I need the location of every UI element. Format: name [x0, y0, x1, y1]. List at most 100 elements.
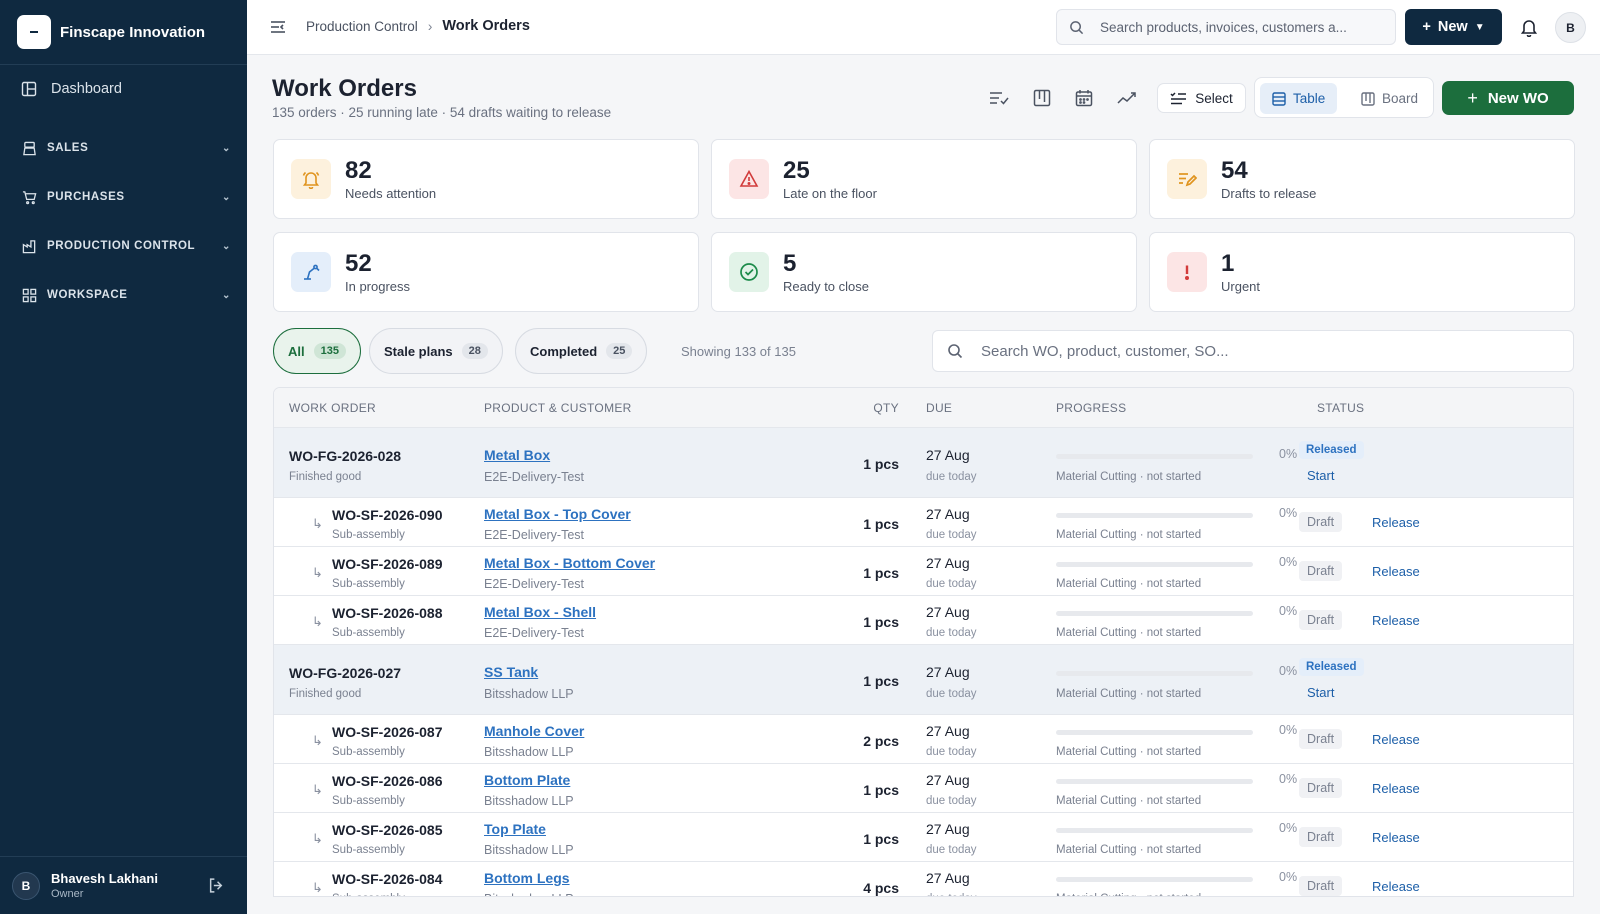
notifications-bell-icon[interactable] — [1520, 17, 1538, 42]
work-order-type: Sub-assembly — [332, 746, 405, 758]
release-action-link[interactable]: Release — [1372, 732, 1420, 747]
table-row-parent[interactable]: WO-FG-2026-027 Finished good SS Tank Bitssh… — [274, 645, 1573, 715]
progress-stage: Material Cutting · not started — [1056, 471, 1202, 483]
bell-icon — [291, 159, 331, 199]
work-order-number[interactable]: WO-SF-2026-085 — [332, 822, 443, 838]
work-order-number[interactable]: WO-SF-2026-088 — [332, 605, 443, 621]
stat-ready-to-close[interactable]: 5 Ready to close — [711, 232, 1137, 312]
chevron-down-icon: ⌄ — [222, 142, 231, 154]
breadcrumb-production-control[interactable]: Production Control — [306, 18, 418, 34]
start-action-link[interactable]: Start — [1307, 685, 1335, 700]
product-link[interactable]: Manhole Cover — [484, 723, 585, 739]
release-action-link[interactable]: Release — [1372, 781, 1420, 796]
table-row-parent[interactable]: WO-FG-2026-028 Finished good Metal Box E2E-… — [274, 428, 1573, 498]
new-button[interactable]: + New ▼ — [1405, 9, 1502, 45]
filter-chip-all[interactable]: All 135 — [273, 328, 361, 374]
new-wo-label: New WO — [1487, 89, 1549, 107]
due-note: due today — [926, 746, 977, 758]
table-row[interactable]: ↳ WO-SF-2026-089 Sub-assembly Metal Box - B… — [274, 547, 1573, 596]
table-row[interactable]: ↳ WO-SF-2026-085 Sub-assembly Top Plate Bits… — [274, 813, 1573, 862]
brand[interactable]: Finscape Innovation — [0, 0, 247, 65]
sidebar-item-dashboard[interactable]: Dashboard — [21, 81, 122, 97]
column-header-product-customer[interactable]: PRODUCT & CUSTOMER — [484, 401, 632, 415]
avatar[interactable]: B — [1555, 12, 1586, 43]
work-order-number[interactable]: WO-SF-2026-089 — [332, 556, 443, 572]
sidebar-section-sales[interactable]: SALES ⌄ — [21, 140, 231, 156]
sub-assembly-arrow-icon: ↳ — [312, 614, 323, 629]
status-badge-released: Released — [1299, 441, 1364, 459]
global-search-input[interactable]: Search products, invoices, customers a..… — [1056, 9, 1396, 45]
table-row[interactable]: ↳ WO-SF-2026-088 Sub-assembly Metal Box - S… — [274, 596, 1573, 645]
product-link[interactable]: SS Tank — [484, 664, 539, 680]
user-avatar: B — [12, 871, 40, 900]
sort-list-icon[interactable] — [988, 87, 1010, 109]
trend-icon[interactable] — [1116, 87, 1138, 109]
column-header-progress[interactable]: PROGRESS — [1056, 401, 1127, 415]
chip-label: All — [288, 343, 305, 359]
stat-drafts-to-release[interactable]: 54 Drafts to release — [1149, 139, 1575, 219]
product-link[interactable]: Metal Box - Bottom Cover — [484, 555, 656, 571]
work-order-number[interactable]: WO-SF-2026-084 — [332, 871, 443, 887]
customer-name: E2E-Delivery-Test — [484, 577, 585, 591]
customer-name: Bitsshadow LLP — [484, 892, 574, 896]
product-link[interactable]: Metal Box - Top Cover — [484, 506, 631, 522]
work-order-number[interactable]: WO-SF-2026-086 — [332, 773, 443, 789]
filter-chip-completed[interactable]: Completed 25 — [515, 328, 648, 374]
table-row[interactable]: ↳ WO-SF-2026-087 Sub-assembly Manhole Cover… — [274, 715, 1573, 764]
release-action-link[interactable]: Release — [1372, 515, 1420, 530]
column-header-status[interactable]: STATUS — [1317, 401, 1365, 415]
filter-chip-stale-plans[interactable]: Stale plans 28 — [369, 328, 503, 374]
user-profile[interactable]: B Bhavesh Lakhani Owner — [0, 856, 247, 914]
sidebar-section-production-control[interactable]: PRODUCTION CONTROL ⌄ — [21, 238, 231, 254]
stat-needs-attention[interactable]: 82 Needs attention — [273, 139, 699, 219]
product-link[interactable]: Metal Box - Shell — [484, 604, 597, 620]
table-header: WORK ORDER PRODUCT & CUSTOMER QTY DUE PR… — [274, 388, 1573, 428]
column-header-due[interactable]: DUE — [926, 401, 953, 415]
sidebar-item-label: Dashboard — [51, 81, 122, 97]
product-link[interactable]: Metal Box — [484, 447, 551, 463]
sidebar-section-purchases[interactable]: PURCHASES ⌄ — [21, 189, 231, 205]
status-badge-draft: Draft — [1299, 729, 1343, 749]
column-header-work-order[interactable]: WORK ORDER — [289, 401, 376, 415]
product-link[interactable]: Bottom Legs — [484, 870, 570, 886]
table-row[interactable]: ↳ WO-SF-2026-086 Sub-assembly Bottom Plate B… — [274, 764, 1573, 813]
view-table-tab[interactable]: Table — [1260, 83, 1338, 114]
customer-name: E2E-Delivery-Test — [484, 470, 585, 484]
select-button[interactable]: Select — [1157, 83, 1246, 113]
start-action-link[interactable]: Start — [1307, 468, 1335, 483]
release-action-link[interactable]: Release — [1372, 830, 1420, 845]
menu-toggle-icon[interactable] — [269, 18, 287, 41]
product-link[interactable]: Top Plate — [484, 821, 546, 837]
table-search-input[interactable]: Search WO, product, customer, SO... — [932, 330, 1574, 372]
column-header-qty[interactable]: QTY — [873, 401, 899, 415]
stat-urgent[interactable]: 1 Urgent — [1149, 232, 1575, 312]
due-note: due today — [926, 627, 977, 639]
stat-label: Late on the floor — [783, 186, 877, 201]
work-order-number[interactable]: WO-FG-2026-028 — [289, 448, 402, 464]
calendar-icon[interactable] — [1073, 87, 1095, 109]
progress-percent: 0% — [1279, 723, 1298, 737]
chevron-down-icon: ⌄ — [222, 289, 231, 301]
table-row[interactable]: ↳ WO-SF-2026-084 Sub-assembly Bottom Legs Bi… — [274, 862, 1573, 896]
kanban-icon[interactable] — [1031, 87, 1053, 109]
new-wo-button[interactable]: + New WO — [1442, 81, 1574, 115]
edit-list-icon — [1167, 159, 1207, 199]
sub-assembly-arrow-icon: ↳ — [312, 831, 323, 846]
sidebar-section-workspace[interactable]: WORKSPACE ⌄ — [21, 287, 231, 303]
exclamation-icon — [1167, 252, 1207, 292]
work-order-number[interactable]: WO-SF-2026-090 — [332, 507, 443, 523]
logout-icon[interactable] — [208, 877, 225, 899]
release-action-link[interactable]: Release — [1372, 613, 1420, 628]
status-badge-released: Released — [1299, 658, 1364, 676]
release-action-link[interactable]: Release — [1372, 564, 1420, 579]
work-order-number[interactable]: WO-SF-2026-087 — [332, 724, 443, 740]
product-link[interactable]: Bottom Plate — [484, 772, 571, 788]
due-date: 27 Aug — [926, 506, 970, 522]
stat-in-progress[interactable]: 52 In progress — [273, 232, 699, 312]
quantity: 2 pcs — [863, 733, 899, 749]
release-action-link[interactable]: Release — [1372, 879, 1420, 894]
view-board-tab[interactable]: Board — [1349, 83, 1430, 114]
work-order-number[interactable]: WO-FG-2026-027 — [289, 665, 402, 681]
table-row[interactable]: ↳ WO-SF-2026-090 Sub-assembly Metal Box - T… — [274, 498, 1573, 547]
stat-late-on-floor[interactable]: 25 Late on the floor — [711, 139, 1137, 219]
